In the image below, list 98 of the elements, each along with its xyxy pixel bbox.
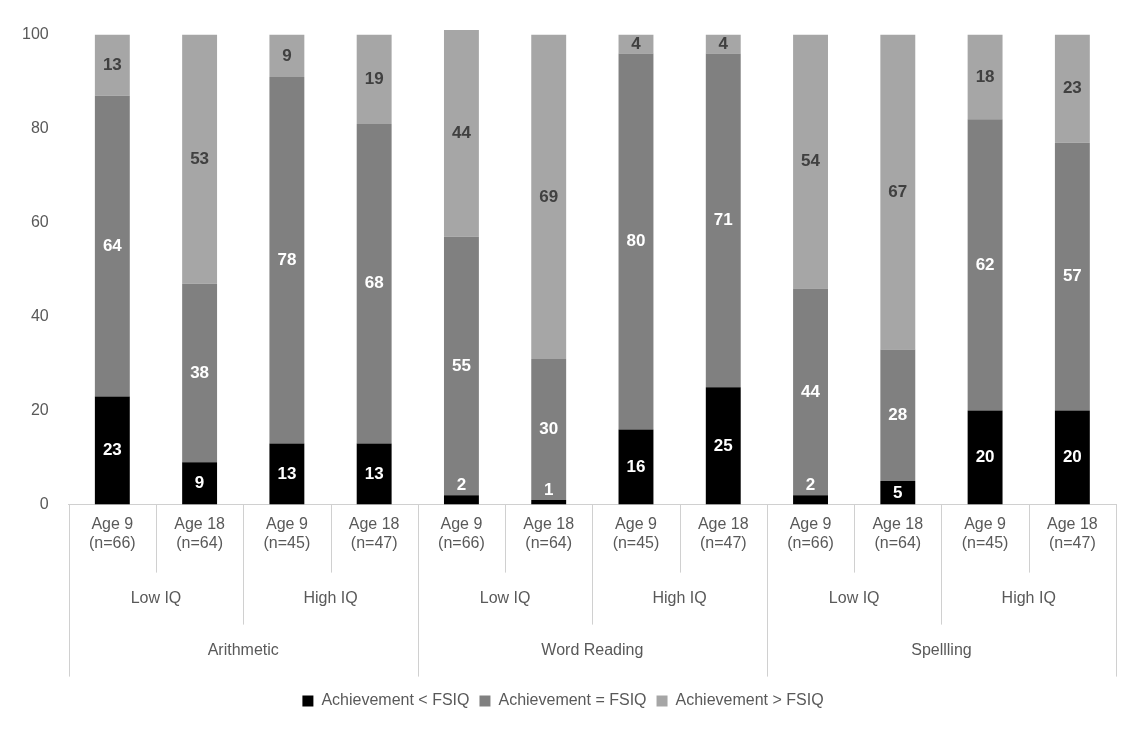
data-label: 5 — [893, 482, 903, 502]
bar — [182, 283, 218, 463]
data-label: 28 — [888, 405, 908, 425]
data-label: 20 — [975, 447, 995, 467]
data-label: 57 — [1062, 266, 1082, 286]
text: Spellling — [911, 641, 972, 659]
data-label: 9 — [282, 45, 292, 65]
data-label: 13 — [102, 54, 122, 74]
bar — [967, 119, 1003, 411]
bar — [793, 288, 828, 496]
bar — [531, 34, 567, 359]
bar — [531, 358, 567, 500]
data-label: 54 — [801, 151, 821, 171]
data-label: 23 — [102, 440, 122, 460]
y-tick-label: 20 — [30, 401, 49, 419]
x-tick-label: Age 18 (n=47) — [1047, 514, 1098, 551]
data-label: 1 — [543, 479, 554, 499]
y-tick-label: 60 — [30, 213, 49, 231]
data-label: 20 — [1062, 447, 1082, 467]
bar — [1054, 142, 1090, 411]
data-label: 16 — [626, 456, 646, 476]
data-label: 68 — [364, 273, 384, 293]
data-label: 64 — [102, 235, 123, 255]
bar — [269, 76, 305, 444]
data-label: 67 — [888, 181, 908, 201]
bar — [182, 34, 218, 284]
data-label: 53 — [190, 148, 210, 168]
data-label: 62 — [975, 254, 995, 274]
data-label: 18 — [975, 66, 995, 86]
text: Word Reading — [541, 641, 644, 659]
bar — [356, 123, 392, 444]
data-label: 69 — [539, 186, 559, 206]
x-tick-label: Age 9 (n=45) — [961, 514, 1009, 551]
bar — [356, 34, 392, 124]
x-tick-label: Age 18 (n=64) — [174, 514, 226, 551]
data-label: 44 — [801, 381, 821, 401]
bar — [793, 34, 828, 289]
data-label: 80 — [626, 231, 646, 251]
data-label: 25 — [713, 435, 733, 455]
data-label: 2 — [456, 474, 467, 494]
bar — [967, 34, 1003, 120]
x-tick-label: Age 9 (n=66) — [88, 514, 136, 551]
data-label: 55 — [451, 355, 471, 375]
data-label: 38 — [190, 362, 210, 382]
text: High IQ — [1001, 589, 1056, 607]
y-tick-label: 100 — [21, 25, 49, 43]
bar — [705, 387, 741, 505]
bar — [269, 34, 305, 77]
legend-label: Achievement > FSIQ — [675, 691, 824, 709]
text: Arithmetic — [207, 641, 279, 659]
y-tick-label: 40 — [30, 307, 49, 325]
bar — [94, 95, 130, 397]
x-tick-label: Age 18 (n=47) — [697, 514, 749, 551]
x-tick-label: Age 18 (n=47) — [348, 514, 400, 551]
legend-label: Achievement < FSIQ — [321, 691, 470, 709]
bar — [182, 462, 218, 505]
data-label: 44 — [451, 123, 472, 143]
data-label: 19 — [364, 69, 384, 89]
y-tick-label: 80 — [30, 119, 49, 137]
x-tick-label: Age 18 (n=64) — [523, 514, 575, 551]
bar — [618, 53, 654, 430]
bar — [269, 443, 305, 505]
data-label: 2 — [805, 474, 816, 494]
bar — [880, 349, 916, 482]
bar — [356, 443, 392, 505]
text: Low IQ — [479, 589, 531, 607]
bar — [967, 410, 1003, 505]
data-label: 78 — [277, 249, 297, 269]
x-tick-label: Age 9 (n=45) — [612, 514, 660, 551]
data-label: 71 — [713, 210, 733, 229]
text: Low IQ — [130, 589, 182, 607]
data-label: 9 — [194, 473, 205, 493]
bar — [705, 53, 741, 388]
data-label: 23 — [1062, 78, 1082, 98]
bar — [880, 34, 916, 350]
bar — [443, 236, 479, 496]
bar — [443, 495, 479, 505]
text: Low IQ — [828, 589, 880, 607]
bar — [443, 30, 479, 237]
bar — [793, 495, 828, 505]
data-label: 13 — [277, 463, 297, 483]
bar — [1054, 410, 1090, 505]
data-label: 13 — [364, 463, 384, 483]
x-tick-label: Age 18 (n=64) — [872, 514, 924, 551]
x-tick-label: Age 9 (n=66) — [438, 514, 485, 551]
bar — [1054, 34, 1090, 143]
data-label: 4 — [718, 33, 729, 53]
text: High IQ — [303, 589, 358, 607]
y-tick-label: 0 — [39, 495, 49, 513]
data-label: 4 — [631, 33, 642, 53]
data-label: 30 — [539, 419, 559, 439]
x-tick-label: Age 9 (n=66) — [787, 514, 834, 551]
bar — [618, 429, 654, 505]
legend-label: Achievement = FSIQ — [498, 691, 647, 709]
text: High IQ — [652, 589, 707, 607]
x-tick-label: Age 9 (n=45) — [263, 514, 311, 551]
bar — [94, 396, 130, 505]
bar — [94, 34, 130, 96]
